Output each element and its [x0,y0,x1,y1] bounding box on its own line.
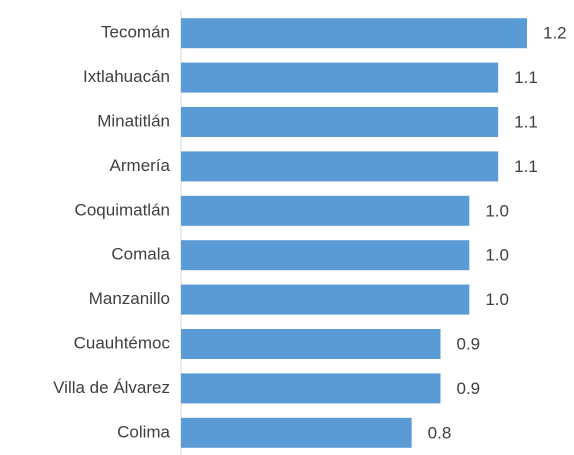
category-label: Armería [110,156,171,175]
category-label: Villa de Álvarez [53,378,170,397]
bar [181,151,499,182]
value-label: 1.1 [514,68,538,87]
value-label: 1.2 [543,24,567,43]
value-label: 0.9 [457,379,481,398]
value-label: 0.9 [457,334,481,353]
category-label: Comala [111,245,170,264]
bar [181,373,441,404]
value-label: 1.1 [514,157,538,176]
category-label: Colima [117,422,170,441]
bar [181,195,470,226]
category-label: Tecomán [101,23,170,42]
value-label: 1.0 [485,246,509,265]
bar [181,284,470,315]
category-label: Ixtlahuacán [83,67,170,86]
category-label: Manzanillo [89,289,170,308]
bar [181,62,499,93]
value-label: 0.8 [428,423,452,442]
bar [181,18,527,49]
bar [181,107,499,137]
bar [181,329,441,359]
category-label: Coquimatlán [75,200,170,219]
value-label: 1.0 [485,290,509,309]
category-label: Minatitlán [97,111,170,130]
category-label: Cuauhtémoc [74,333,171,352]
bar [181,417,412,448]
value-label: 1.0 [485,201,509,220]
bar [181,240,470,271]
value-label: 1.1 [514,112,538,131]
